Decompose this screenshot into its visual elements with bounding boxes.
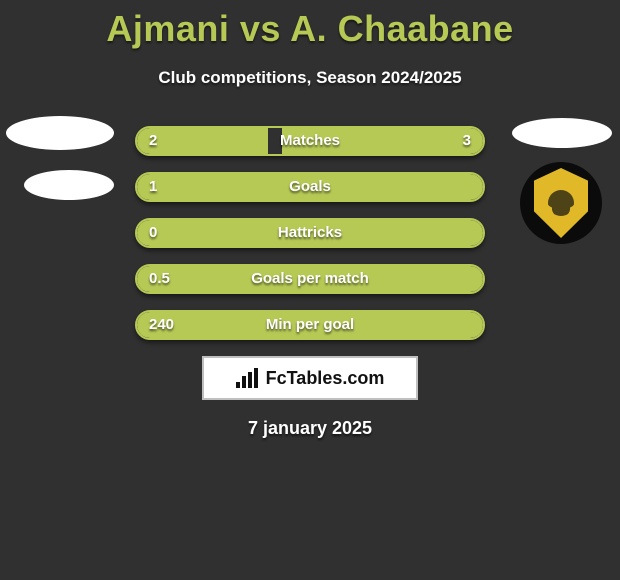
stat-label: Matches bbox=[137, 128, 483, 154]
stats-area: 2Matches3 1Goals 0Hattricks 0.5Goals per ma… bbox=[0, 126, 620, 340]
page-title: Ajmani vs A. Chaabane bbox=[0, 0, 620, 50]
stat-value-right: 3 bbox=[463, 128, 471, 154]
stat-row: 0Hattricks bbox=[135, 218, 485, 248]
stat-row: 1Goals bbox=[135, 172, 485, 202]
brand-text: FcTables.com bbox=[266, 368, 385, 389]
player-left-club-placeholder bbox=[24, 170, 114, 200]
stat-row: 0.5Goals per match bbox=[135, 264, 485, 294]
player-right-club-badge bbox=[520, 162, 602, 244]
stat-row: 240Min per goal bbox=[135, 310, 485, 340]
stat-row: 2Matches3 bbox=[135, 126, 485, 156]
stat-rows: 2Matches3 1Goals 0Hattricks 0.5Goals per ma… bbox=[135, 126, 485, 340]
stat-label: Goals per match bbox=[137, 266, 483, 292]
brand-box[interactable]: FcTables.com bbox=[202, 356, 418, 400]
bar-chart-icon bbox=[236, 368, 260, 388]
shield-icon bbox=[531, 168, 591, 238]
player-right-avatar-placeholder bbox=[512, 118, 612, 148]
infographic-container: Ajmani vs A. Chaabane Club competitions,… bbox=[0, 0, 620, 439]
page-subtitle: Club competitions, Season 2024/2025 bbox=[0, 68, 620, 88]
date-line: 7 january 2025 bbox=[0, 418, 620, 439]
stat-label: Min per goal bbox=[137, 312, 483, 338]
player-left-avatar-placeholder bbox=[6, 116, 114, 150]
stat-label: Goals bbox=[137, 174, 483, 200]
stat-label: Hattricks bbox=[137, 220, 483, 246]
